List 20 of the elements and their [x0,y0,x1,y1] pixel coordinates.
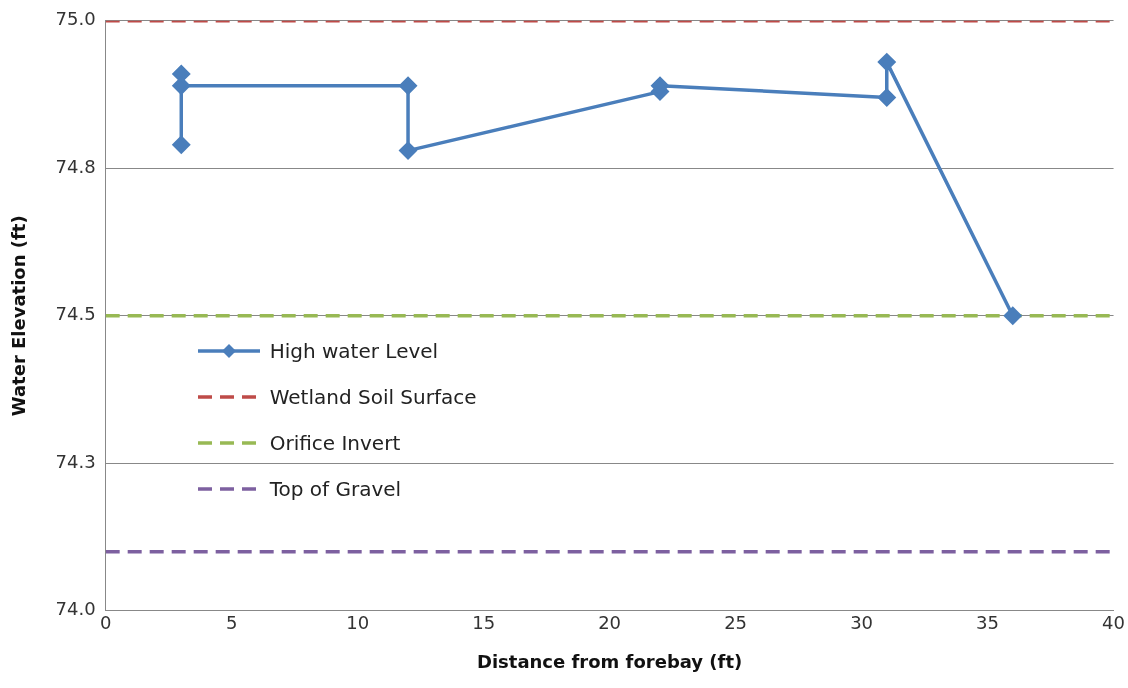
x-tick-label: 25 [724,612,748,634]
y-tick-label: 74.5 [55,303,96,325]
y-tick-label: 74.3 [55,450,96,472]
x-tick-label: 15 [472,612,496,634]
x-tick-label: 30 [850,612,874,634]
x-tick-label: 0 [99,612,112,634]
legend-label: High water Level [269,338,439,363]
x-tick-label: 10 [346,612,370,634]
legend-label: Orifice Invert [269,430,401,455]
y-tick-label: 75.0 [55,8,96,30]
x-tick-label: 20 [598,612,622,634]
y-tick-label: 74.8 [55,155,96,177]
x-tick-label: 40 [1102,612,1125,634]
x-tick-label: 35 [976,612,1000,634]
y-axis-title: Water Elevation (ft) [8,215,30,417]
x-axis-title: Distance from forebay (ft) [476,650,743,672]
legend-label: Top of Gravel [269,476,402,501]
y-tick-label: 74.0 [55,598,96,620]
legend-label: Wetland Soil Surface [269,384,477,409]
x-tick-label: 5 [225,612,238,634]
